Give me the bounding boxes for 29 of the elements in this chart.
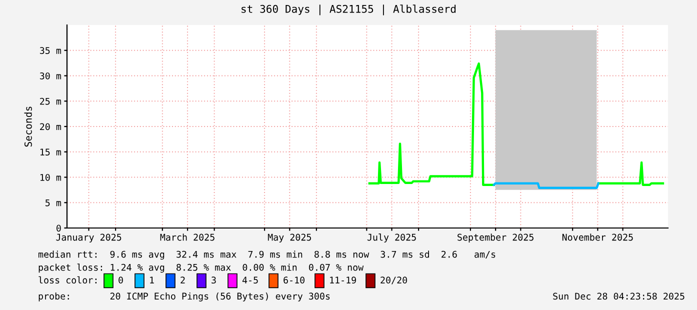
x-tick-label: January 2025 bbox=[56, 234, 122, 242]
y-tick-label: 20 m bbox=[40, 123, 62, 130]
x-tick-label: March 2025 bbox=[160, 234, 214, 241]
legend-label: 6-10 bbox=[284, 276, 304, 284]
y-tick-label: 5 m bbox=[46, 199, 62, 206]
x-tick-label: September 2025 bbox=[458, 234, 534, 242]
legend-label: 0 bbox=[118, 276, 123, 284]
y-tick-label: 10 m bbox=[40, 174, 62, 181]
legend-label: 20/20 bbox=[380, 276, 407, 284]
text: packet loss: 1.24 % avg 8.25 % max 0.00 % min 0.07 % now bbox=[38, 264, 364, 273]
legend-title: loss color: bbox=[38, 276, 97, 284]
y-tick-label: 25 m bbox=[40, 98, 62, 105]
legend-label: 4-5 bbox=[242, 276, 258, 284]
y-tick-label: 35 m bbox=[40, 47, 62, 54]
legend-label: 3 bbox=[212, 276, 216, 284]
legend-label: 2 bbox=[180, 276, 185, 284]
text: median rtt: 9.6 ms avg 32.4 ms max 7.9 ms min 8.8 ms now 3.7 ms sd 2.6 am/s bbox=[38, 250, 496, 260]
legend-label: 1 bbox=[150, 276, 154, 284]
x-tick-label: May 2025 bbox=[268, 234, 311, 242]
text: Sun Dec 28 04:23:58 2025 bbox=[553, 292, 684, 300]
y-tick-label: 30 m bbox=[40, 72, 62, 80]
x-tick-label: July 2025 bbox=[367, 234, 416, 242]
chart-title: st 360 Days | AS21155 | Alblasserd bbox=[242, 4, 456, 16]
legend-label: 11-19 bbox=[330, 276, 356, 284]
y-tick-label: 0 bbox=[56, 224, 61, 232]
x-tick-label: November 2025 bbox=[562, 234, 633, 241]
y-axis-title: Seconds bbox=[24, 106, 32, 147]
text: probe: 20 ICMP Echo Pings (56 Bytes) every 300s bbox=[38, 292, 330, 302]
y-tick-label: 15 m bbox=[40, 148, 62, 156]
